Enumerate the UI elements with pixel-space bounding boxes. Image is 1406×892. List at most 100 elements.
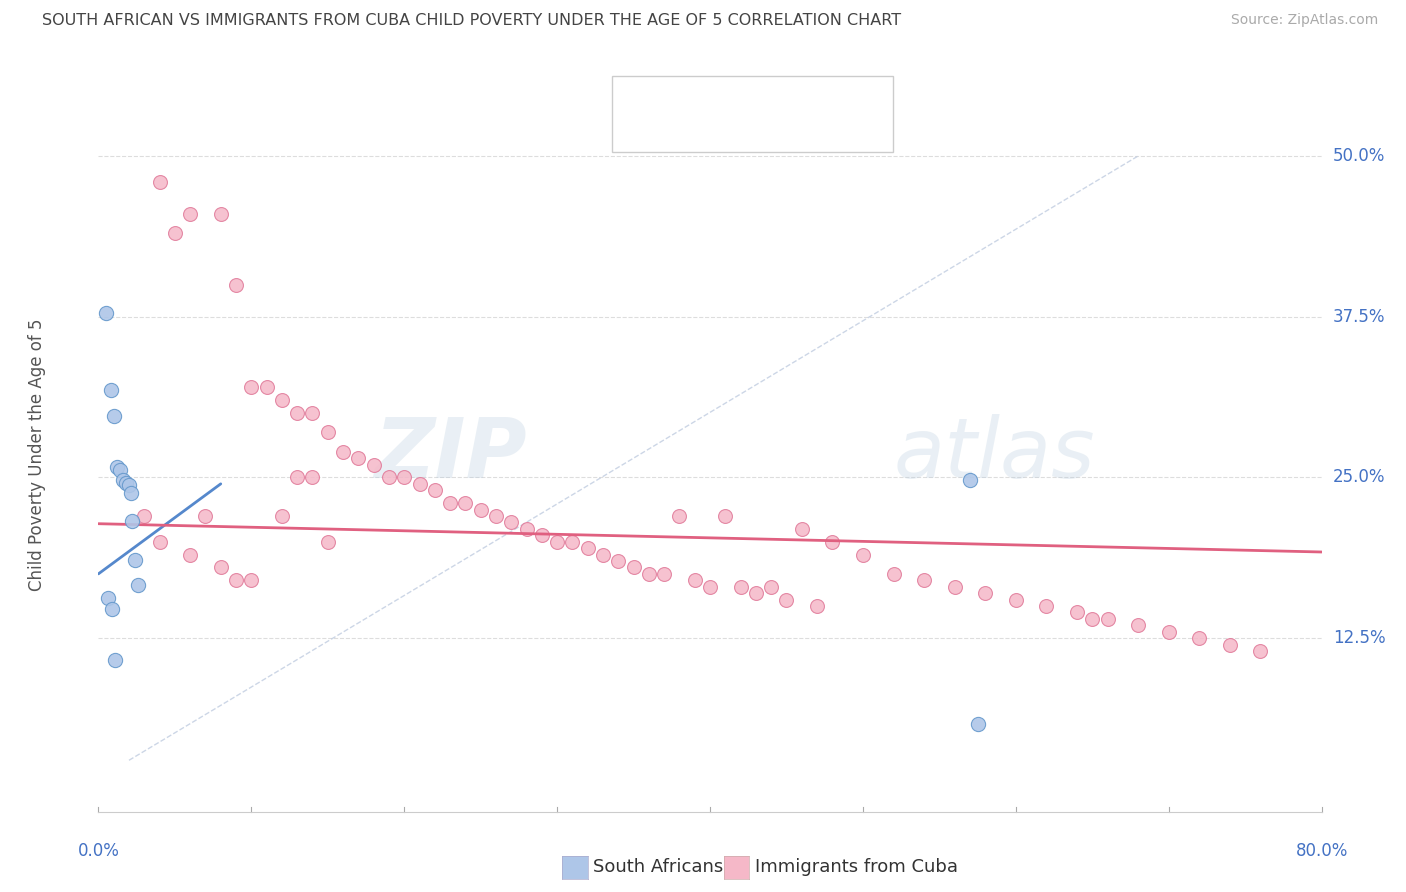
Point: [270, 508, 292, 523]
Point: [966, 717, 988, 731]
Point: [103, 409, 125, 423]
Point: [714, 508, 737, 523]
Point: [668, 508, 690, 523]
Point: [501, 516, 523, 530]
Point: [530, 528, 553, 542]
Point: [240, 574, 263, 588]
Point: [1249, 644, 1271, 658]
Point: [270, 393, 292, 408]
Point: [759, 580, 782, 594]
Point: [149, 175, 172, 189]
Point: [1035, 599, 1057, 613]
Point: [852, 548, 875, 562]
Text: Source: ZipAtlas.com: Source: ZipAtlas.com: [1230, 13, 1378, 28]
Point: [943, 580, 966, 594]
Text: 0.0%: 0.0%: [77, 842, 120, 860]
Point: [134, 508, 156, 523]
Point: [1097, 612, 1119, 626]
Point: [652, 566, 675, 581]
Point: [111, 473, 134, 487]
Text: ZIP: ZIP: [374, 415, 526, 495]
Point: [97, 591, 120, 606]
Point: [1066, 606, 1088, 620]
Text: Immigrants from Cuba: Immigrants from Cuba: [755, 858, 957, 876]
Point: [127, 578, 149, 592]
Point: [516, 522, 538, 536]
Point: [470, 502, 492, 516]
Text: N =: N =: [772, 92, 811, 110]
Point: [209, 560, 232, 574]
Point: [209, 207, 232, 221]
Text: R =: R =: [657, 92, 696, 110]
Text: Child Poverty Under the Age of 5: Child Poverty Under the Age of 5: [28, 318, 46, 591]
Point: [285, 406, 308, 420]
Point: [124, 552, 146, 566]
Point: [316, 425, 339, 440]
Text: 37.5%: 37.5%: [1333, 308, 1385, 326]
Point: [256, 380, 278, 394]
Point: [194, 508, 217, 523]
Point: [121, 514, 143, 528]
Point: [285, 470, 308, 484]
Point: [790, 522, 813, 536]
Point: [959, 473, 981, 487]
Point: [408, 476, 430, 491]
Point: [179, 207, 201, 221]
Text: -0.064: -0.064: [688, 128, 745, 145]
Text: 121: 121: [811, 128, 845, 145]
Point: [730, 580, 752, 594]
Point: [363, 458, 385, 472]
Point: [592, 548, 614, 562]
Point: [225, 277, 247, 292]
Point: [1004, 592, 1026, 607]
Point: [1128, 618, 1150, 632]
Point: [163, 226, 186, 240]
Point: [1219, 638, 1241, 652]
Point: [623, 560, 645, 574]
Point: [699, 580, 721, 594]
Text: 17: 17: [811, 92, 834, 110]
Point: [576, 541, 599, 556]
Point: [392, 470, 416, 484]
Point: [1081, 612, 1104, 626]
Point: [637, 566, 661, 581]
Text: 12.5%: 12.5%: [1333, 629, 1385, 647]
Point: [806, 599, 828, 613]
Text: 80.0%: 80.0%: [1295, 842, 1348, 860]
Text: atlas: atlas: [894, 415, 1095, 495]
Point: [104, 653, 127, 667]
Point: [1188, 631, 1211, 645]
Point: [94, 306, 117, 320]
Point: [546, 534, 568, 549]
Point: [120, 486, 142, 500]
Point: [821, 534, 844, 549]
Text: South Africans: South Africans: [593, 858, 724, 876]
Point: [561, 534, 583, 549]
Point: [745, 586, 768, 600]
Point: [301, 470, 323, 484]
Point: [883, 566, 905, 581]
Text: 0.220: 0.220: [696, 92, 747, 110]
Point: [179, 548, 201, 562]
Point: [301, 406, 323, 420]
Point: [101, 601, 124, 615]
Point: [912, 574, 935, 588]
Text: SOUTH AFRICAN VS IMMIGRANTS FROM CUBA CHILD POVERTY UNDER THE AGE OF 5 CORRELATI: SOUTH AFRICAN VS IMMIGRANTS FROM CUBA CH…: [42, 13, 901, 29]
Point: [332, 444, 354, 458]
Point: [108, 463, 131, 477]
Point: [100, 383, 122, 397]
Point: [115, 475, 138, 490]
Point: [378, 470, 401, 484]
Point: [1157, 624, 1180, 639]
Point: [485, 508, 508, 523]
Point: [683, 574, 706, 588]
Point: [775, 592, 797, 607]
Point: [423, 483, 446, 498]
Text: R =: R =: [657, 128, 696, 145]
Point: [607, 554, 630, 568]
Point: [225, 574, 247, 588]
Point: [439, 496, 461, 510]
Point: [240, 380, 263, 394]
Text: N =: N =: [772, 128, 811, 145]
Point: [118, 478, 141, 492]
